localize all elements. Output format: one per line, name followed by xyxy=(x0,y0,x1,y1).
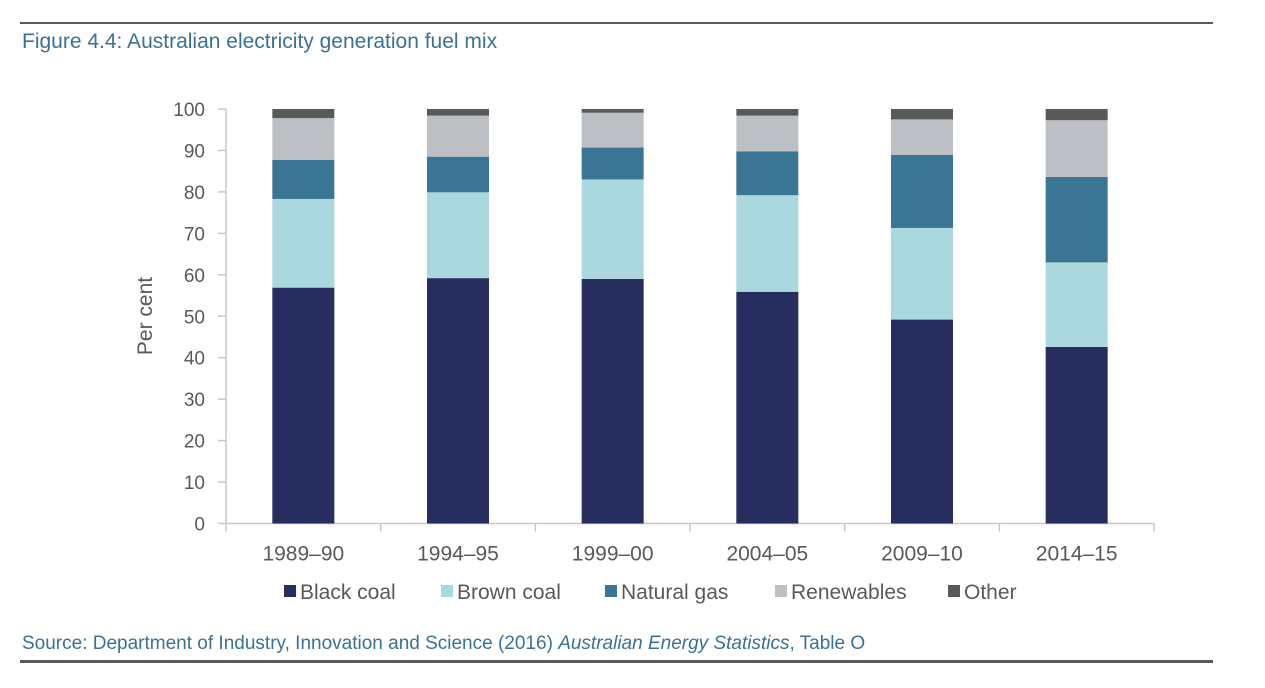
bar-segment-brown-coal xyxy=(581,179,644,279)
bar-stack xyxy=(736,109,799,524)
bar-segment-other xyxy=(272,109,335,119)
legend-swatch xyxy=(948,585,960,597)
legend-item: Black coal xyxy=(284,581,396,604)
bar-segment-other xyxy=(736,109,799,116)
y-tick-label: 10 xyxy=(184,473,205,494)
y-tick-label: 20 xyxy=(184,432,205,453)
bar-segment-black-coal xyxy=(272,287,335,524)
legend-label: Brown coal xyxy=(457,581,561,604)
x-tick-label: 2014–15 xyxy=(1036,543,1118,566)
bar-segment-other xyxy=(581,109,644,113)
bar-segment-black-coal xyxy=(1045,346,1108,524)
bar-stack xyxy=(427,109,489,524)
source-prefix: Source: Department of Industry, Innovati… xyxy=(22,633,559,654)
bottom-rule xyxy=(20,660,1213,663)
bar-segment-renewables xyxy=(736,115,799,152)
x-tick-label: 1999–00 xyxy=(572,543,654,566)
bar-segment-renewables xyxy=(1045,120,1108,177)
x-tick-label: 2009–10 xyxy=(881,543,963,566)
legend-label: Other xyxy=(964,581,1017,604)
bar-segment-brown-coal xyxy=(427,192,489,279)
y-tick-label: 100 xyxy=(173,100,205,121)
source-note: Source: Department of Industry, Innovati… xyxy=(22,633,865,655)
x-tick-label: 2004–05 xyxy=(726,543,808,566)
y-axis-title: Per cent xyxy=(134,277,157,355)
y-axis: 0 10 20 30 40 50 60 70 80 90 100 xyxy=(173,100,227,536)
bar-segment-natural-gas xyxy=(736,151,799,196)
x-tick-label: 1989–90 xyxy=(262,543,344,566)
bar-segment-renewables xyxy=(891,119,953,156)
y-tick-label: 80 xyxy=(184,183,205,204)
bar-segment-renewables xyxy=(581,112,644,148)
bar-stack xyxy=(891,109,953,524)
bar-segment-natural-gas xyxy=(427,156,489,193)
y-tick-label: 70 xyxy=(184,224,205,245)
bar-segment-black-coal xyxy=(427,278,489,524)
bar-segment-black-coal xyxy=(891,319,953,524)
bar-segment-brown-coal xyxy=(891,227,953,320)
legend-item: Natural gas xyxy=(605,581,728,604)
legend-label: Black coal xyxy=(300,581,396,604)
bar-segment-renewables xyxy=(427,115,489,157)
bar-segment-other xyxy=(1045,109,1108,121)
legend-label: Renewables xyxy=(791,581,907,604)
x-tick-label: 1994–95 xyxy=(417,543,499,566)
bar-segment-other xyxy=(891,109,953,120)
bar-segment-black-coal xyxy=(581,278,644,524)
y-tick-label: 0 xyxy=(194,515,205,536)
legend-item: Brown coal xyxy=(441,581,561,604)
bar-segment-black-coal xyxy=(736,291,799,524)
legend-swatch xyxy=(441,585,453,597)
y-tick-label: 50 xyxy=(184,307,205,328)
bar-segment-natural-gas xyxy=(1045,176,1108,263)
legend-swatch xyxy=(284,585,296,597)
bar-segment-renewables xyxy=(272,118,335,160)
legend-item: Other xyxy=(948,581,1017,604)
x-axis: 1989–90 1994–95 1999–00 2004–05 2009–10 2014–… xyxy=(225,522,1155,566)
source-suffix: , Table O xyxy=(789,633,866,654)
legend-swatch xyxy=(605,585,617,597)
bar-segment-natural-gas xyxy=(581,147,644,180)
y-tick-label: 30 xyxy=(184,390,205,411)
bar-segment-brown-coal xyxy=(272,198,335,288)
bar-stack xyxy=(272,109,335,524)
source-publication: Australian Energy Statistics xyxy=(558,633,790,654)
bar-segment-other xyxy=(427,109,489,116)
bar-segment-brown-coal xyxy=(1045,262,1108,347)
bar-stack xyxy=(581,109,644,524)
y-tick-label: 60 xyxy=(184,266,205,287)
top-rule xyxy=(20,22,1213,24)
bar-segment-natural-gas xyxy=(891,155,953,228)
legend-item: Renewables xyxy=(775,581,907,604)
bar-stack xyxy=(1045,109,1108,524)
figure-title: Figure 4.4: Australian electricity gener… xyxy=(22,30,498,53)
y-tick-label: 40 xyxy=(184,349,205,370)
bars xyxy=(272,109,1108,524)
bar-segment-natural-gas xyxy=(272,159,335,199)
legend: Black coal Brown coal Natural gas Renewable… xyxy=(284,581,1017,604)
legend-swatch xyxy=(775,585,787,597)
bar-segment-brown-coal xyxy=(736,195,799,292)
legend-label: Natural gas xyxy=(621,581,728,604)
y-tick-label: 90 xyxy=(184,141,205,162)
